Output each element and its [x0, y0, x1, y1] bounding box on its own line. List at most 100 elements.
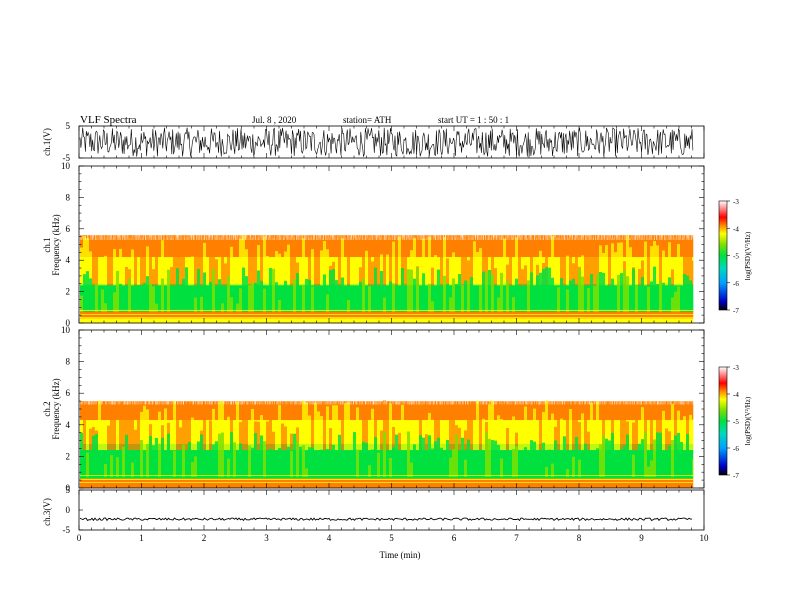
spectrogram-column — [416, 267, 419, 313]
spectrogram-column — [590, 235, 593, 286]
spectrogram-column — [464, 280, 467, 313]
spectrogram-column — [335, 405, 338, 451]
spectrogram-column — [218, 265, 221, 286]
spectrogram-column — [479, 285, 482, 313]
spectrogram-empty-strip — [693, 330, 704, 488]
spectrogram-column — [296, 440, 299, 477]
spectrogram-column — [164, 408, 167, 451]
freq-tick-label: 10 — [61, 325, 71, 335]
spectrogram-column — [221, 400, 224, 451]
freq-tick-label: 6 — [66, 224, 71, 234]
colorbar-tick-label: -5 — [733, 253, 739, 261]
spectrogram-column — [422, 238, 425, 286]
spectrogram-column — [110, 294, 113, 313]
spectrogram-column — [179, 463, 182, 477]
spectrogram-column — [89, 251, 92, 286]
spectrogram-column — [569, 409, 572, 451]
spectrogram-column — [686, 433, 689, 477]
spectrogram-column — [242, 235, 245, 286]
spectrogram-column — [500, 458, 503, 477]
spectrogram-column — [452, 252, 455, 286]
spectrogram-column — [458, 459, 461, 477]
ch1-waveform-ylabel: ch.1(V) — [42, 128, 52, 156]
spectrogram-column — [476, 400, 479, 451]
freq-tick-label: 2 — [66, 451, 71, 461]
spectrogram-column — [110, 455, 113, 477]
spectrogram-column — [626, 276, 629, 313]
spectrogram-column — [431, 301, 434, 313]
spectrogram-column — [197, 441, 200, 477]
spectrogram-column — [665, 464, 668, 477]
spectrogram-column — [632, 268, 635, 313]
spectrogram-column — [338, 299, 341, 313]
spectrogram-band — [80, 478, 694, 488]
ch2-colorbar-ticks: -3 -4 -5 -6 -7 — [727, 364, 739, 480]
spectrogram-column — [554, 258, 557, 286]
spectrogram-column — [233, 260, 236, 286]
spectrogram-column — [602, 272, 605, 313]
spectrogram-column — [179, 250, 182, 286]
spectrogram-column — [161, 278, 164, 313]
spectrogram-column — [653, 424, 656, 451]
spectrogram-column — [125, 301, 128, 313]
spectrogram-column — [566, 468, 569, 477]
spectrogram-column — [155, 423, 158, 451]
spectrogram-column — [428, 435, 431, 477]
spectrogram-column — [323, 464, 326, 477]
spectrogram-column — [260, 415, 263, 451]
ch2-colorbar: -3 -4 -5 -6 -7 log(PSD)(V²/Hz) — [718, 364, 752, 480]
spectrogram-column — [314, 402, 317, 451]
spectrogram-column — [167, 269, 170, 313]
spectrogram-column — [158, 411, 161, 451]
spectrogram-column — [575, 436, 578, 477]
spectrogram-column — [632, 422, 635, 451]
spectrogram-column — [245, 452, 248, 477]
spectrogram-column — [170, 432, 173, 451]
spectrogram-column — [290, 288, 293, 313]
spectrogram-column — [212, 269, 215, 313]
spectrogram-column — [146, 276, 149, 313]
spectrogram-column — [263, 288, 266, 313]
colorbar-tick-label: -6 — [733, 445, 739, 453]
spectrogram-column — [143, 282, 146, 313]
spectrogram-column — [200, 237, 203, 286]
spectrogram-column — [239, 422, 242, 451]
spectrogram-column — [239, 238, 242, 286]
spectrogram-column — [623, 270, 626, 313]
spectrogram-column — [197, 429, 200, 451]
spectrogram-column — [323, 274, 326, 313]
spectrogram-column — [653, 266, 656, 313]
spectrogram-column — [269, 448, 272, 477]
spectrogram-column — [209, 281, 212, 313]
spectrogram-column — [143, 405, 146, 451]
spectrogram-column — [629, 247, 632, 286]
spectrogram-column — [233, 301, 236, 313]
spectrogram-column — [425, 294, 428, 313]
spectrogram-column — [113, 249, 116, 286]
spectrogram-column — [347, 246, 350, 286]
spectrogram-column — [119, 407, 122, 451]
spectrogram-column — [677, 286, 680, 313]
spectrogram-column — [221, 432, 224, 477]
spectrogram-column — [155, 303, 158, 313]
spectrogram-column — [596, 401, 599, 451]
spectrogram-column — [167, 433, 170, 477]
spectrogram-column — [374, 437, 377, 477]
spectrogram-column — [398, 432, 401, 451]
spectrogram-column — [236, 261, 239, 286]
spectrogram-column — [569, 466, 572, 477]
spectrogram-column — [176, 240, 179, 286]
spectrogram-column — [572, 263, 575, 286]
spectrogram-column — [404, 422, 407, 451]
spectrogram-column — [488, 404, 491, 451]
spectrogram-column — [467, 439, 470, 477]
spectrogram-column — [527, 263, 530, 286]
spectrogram-column — [347, 300, 350, 313]
spectrogram-column — [617, 274, 620, 313]
spectrogram-column — [689, 466, 692, 477]
ch1-spectrogram-image — [80, 166, 704, 323]
spectrogram-column — [176, 418, 179, 451]
spectrogram-column — [239, 288, 242, 313]
spectrogram-column — [476, 292, 479, 313]
spectrogram-column — [104, 303, 107, 313]
